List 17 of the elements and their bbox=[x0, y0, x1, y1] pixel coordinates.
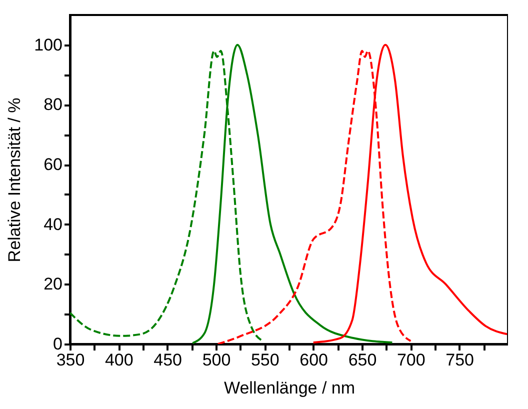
y-tick-label: 20 bbox=[44, 274, 62, 294]
x-tick-label: 650 bbox=[348, 350, 377, 370]
y-tick-label: 80 bbox=[44, 95, 62, 114]
y-tick-label: 60 bbox=[44, 155, 62, 174]
x-axis-title: Wellenlänge / nm bbox=[224, 378, 356, 398]
x-tick-label: 550 bbox=[250, 350, 280, 370]
x-tick-label: 450 bbox=[154, 350, 182, 370]
x-tick-label: 700 bbox=[396, 350, 426, 370]
x-tick-label: 750 bbox=[446, 350, 474, 370]
y-tick-label: 0 bbox=[53, 334, 62, 354]
x-tick-label: 500 bbox=[202, 350, 231, 370]
y-tick-label: 40 bbox=[44, 214, 62, 234]
x-tick-label: 600 bbox=[300, 350, 328, 370]
y-axis-title: Relative Intensität / % bbox=[5, 98, 24, 262]
y-tick-label: 100 bbox=[34, 35, 62, 54]
x-tick-label: 350 bbox=[56, 350, 85, 370]
x-tick-label: 400 bbox=[104, 350, 134, 370]
